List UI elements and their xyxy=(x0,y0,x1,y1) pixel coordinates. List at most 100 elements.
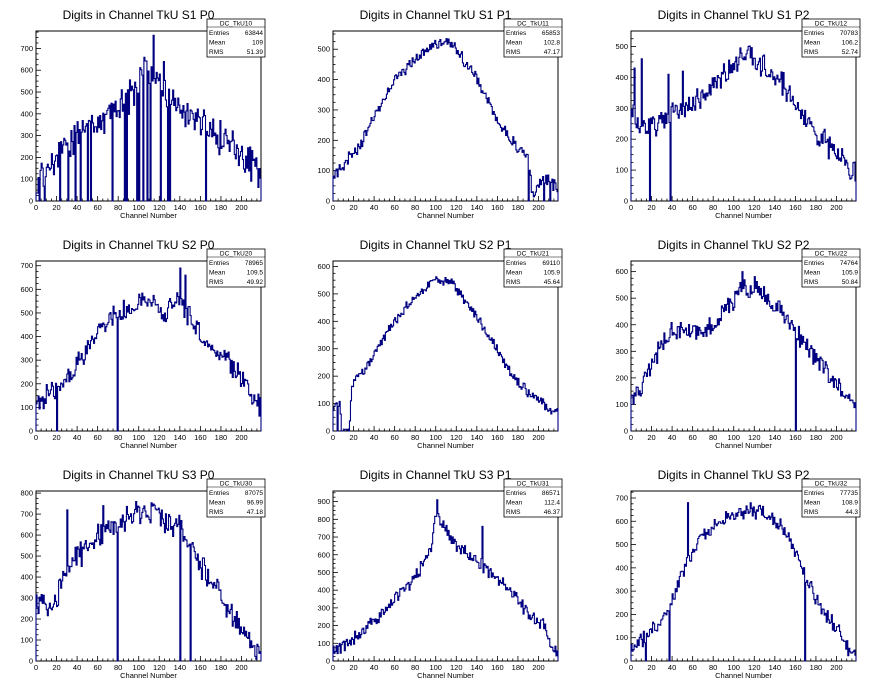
stats-label: RMS xyxy=(506,279,521,286)
stats-value: 47.18 xyxy=(247,509,264,516)
y-tick-label: 200 xyxy=(317,372,330,381)
x-tick-label: 40 xyxy=(668,663,676,672)
x-tick-label: 20 xyxy=(349,433,357,442)
x-tick-label: 160 xyxy=(194,203,207,212)
y-tick-label: 500 xyxy=(20,308,33,317)
stats-box-frame xyxy=(206,478,266,518)
stats-name: DC_TkU31 xyxy=(517,481,550,488)
x-tick-label: 100 xyxy=(727,433,740,442)
x-tick-label: 60 xyxy=(688,203,696,212)
y-tick-label: 500 xyxy=(615,42,628,51)
stats-box: DC_TkU12 Entries 70783 Mean 106.2 RMS 52.74 xyxy=(801,18,861,58)
y-tick-label: 500 xyxy=(317,289,330,298)
stats-value: 105.9 xyxy=(842,270,859,277)
stats-value: 70783 xyxy=(840,30,858,37)
x-tick-label: 180 xyxy=(215,203,228,212)
stats-value: 109 xyxy=(252,40,263,47)
x-tick-label: 0 xyxy=(331,433,335,442)
x-tick-label: 120 xyxy=(450,663,463,672)
plot-frame xyxy=(332,490,559,662)
y-tick-label: 0 xyxy=(326,197,330,206)
x-tick-label: 100 xyxy=(132,433,145,442)
x-axis-label: Channel Number xyxy=(417,671,474,680)
stats-value: 65853 xyxy=(542,30,560,37)
stats-value: 50.84 xyxy=(842,279,859,286)
stats-value: 106.2 xyxy=(842,40,859,47)
x-tick-label: 160 xyxy=(491,203,504,212)
x-tick-label: 120 xyxy=(153,203,166,212)
x-tick-label: 20 xyxy=(647,203,655,212)
stats-label: Entries xyxy=(506,30,527,37)
y-tick-label: 500 xyxy=(317,568,330,577)
stats-label: Mean xyxy=(506,270,523,277)
x-tick-label: 140 xyxy=(174,203,187,212)
stats-value: 102.8 xyxy=(544,40,561,47)
stats-label: Mean xyxy=(209,40,226,47)
x-tick-label: 0 xyxy=(331,663,335,672)
x-tick-label: 200 xyxy=(532,433,545,442)
y-tick-label: 400 xyxy=(317,586,330,595)
x-tick-label: 120 xyxy=(450,433,463,442)
histogram-line xyxy=(35,500,262,662)
stats-value: 44.3 xyxy=(845,509,858,516)
histogram-line xyxy=(35,34,262,202)
x-tick-label: 0 xyxy=(34,203,38,212)
x-tick-label: 20 xyxy=(349,663,357,672)
stats-value: 69110 xyxy=(542,260,560,267)
stats-box-frame xyxy=(801,478,861,518)
y-tick-label: 500 xyxy=(317,45,330,54)
x-tick-label: 0 xyxy=(629,433,633,442)
x-tick-label: 60 xyxy=(390,433,398,442)
y-tick-label: 700 xyxy=(615,493,628,502)
stats-label: Mean xyxy=(804,500,821,507)
y-tick-label: 700 xyxy=(20,510,33,519)
y-tick-label: 100 xyxy=(615,400,628,409)
x-tick-label: 40 xyxy=(73,663,81,672)
stats-value: 96.99 xyxy=(247,500,264,507)
y-tick-label: 200 xyxy=(317,621,330,630)
x-tick-label: 140 xyxy=(471,203,484,212)
chart-title: Digits in Channel TkU S1 P0 xyxy=(63,8,215,22)
x-tick-label: 100 xyxy=(132,663,145,672)
x-tick-label: 60 xyxy=(93,663,101,672)
y-tick-label: 100 xyxy=(615,633,628,642)
x-tick-label: 160 xyxy=(194,663,207,672)
stats-box: DC_TkU11 Entries 65853 Mean 102.8 RMS 47.17 xyxy=(503,18,563,58)
histogram-line xyxy=(630,502,857,662)
x-axis-label: Channel Number xyxy=(417,441,474,450)
stats-value: 77735 xyxy=(840,490,858,497)
chart-title: Digits in Channel TkU S2 P1 xyxy=(360,238,512,252)
stats-label: Entries xyxy=(804,30,825,37)
x-tick-label: 80 xyxy=(709,433,717,442)
x-tick-label: 180 xyxy=(512,203,525,212)
x-tick-label: 80 xyxy=(709,203,717,212)
x-tick-label: 40 xyxy=(370,433,378,442)
stats-name: DC_TkU10 xyxy=(220,21,253,28)
y-tick-label: 0 xyxy=(326,657,330,666)
y-tick-label: 300 xyxy=(20,594,33,603)
x-tick-label: 200 xyxy=(532,203,545,212)
histogram-panel: Digits in Channel TkU S3 P1 0 20 40 60 80 100 1… xyxy=(317,468,563,680)
chart-title: Digits in Channel TkU S2 P2 xyxy=(658,238,810,252)
stats-label: RMS xyxy=(804,279,819,286)
y-tick-label: 100 xyxy=(20,175,33,184)
x-tick-label: 0 xyxy=(34,433,38,442)
y-tick-label: 100 xyxy=(20,636,33,645)
x-tick-label: 80 xyxy=(411,203,419,212)
y-tick-label: 0 xyxy=(29,427,33,436)
y-tick-label: 100 xyxy=(317,166,330,175)
stats-value: 63844 xyxy=(245,30,263,37)
y-tick-label: 200 xyxy=(20,379,33,388)
x-tick-label: 140 xyxy=(174,663,187,672)
x-tick-label: 120 xyxy=(450,203,463,212)
y-tick-label: 400 xyxy=(317,317,330,326)
stats-box: DC_TkU32 Entries 77735 Mean 108.9 RMS 44.3 xyxy=(801,478,861,518)
y-tick-label: 200 xyxy=(615,135,628,144)
y-tick-label: 300 xyxy=(317,603,330,612)
x-tick-label: 20 xyxy=(647,433,655,442)
stats-label: RMS xyxy=(804,49,819,56)
y-tick-label: 600 xyxy=(615,267,628,276)
stats-name: DC_TkU20 xyxy=(220,251,253,258)
stats-value: 78965 xyxy=(245,260,263,267)
stats-box-frame xyxy=(206,248,266,288)
